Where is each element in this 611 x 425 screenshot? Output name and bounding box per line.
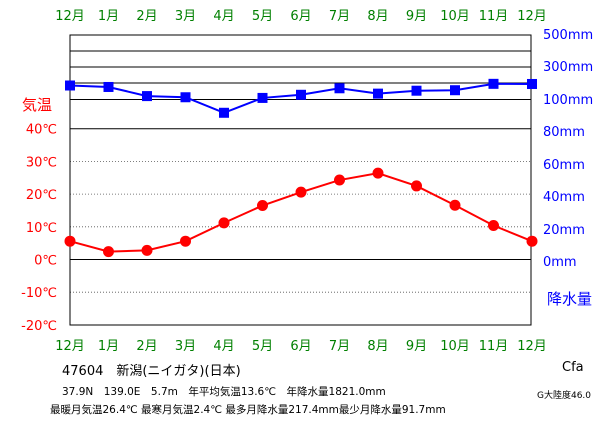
precipitation-tick-label: 60mm	[543, 158, 585, 173]
month-label-top: 11月	[479, 9, 509, 24]
temperature-point	[180, 235, 191, 247]
chart-labels: 12月 12月 1月 1月 2月 2月 3月 3月 4月 4月 5月 5月 6月 6月 7月 7月 8月 8月 9月…	[21, 9, 593, 354]
precipitation-point	[488, 78, 499, 89]
precipitation-tick-label: 20mm	[543, 223, 585, 238]
precipitation-point	[411, 85, 422, 96]
month-label-top: 8月	[367, 9, 388, 24]
month-label-bottom: 3月	[175, 339, 196, 354]
precipitation-point	[180, 92, 191, 103]
precipitation-point	[373, 88, 383, 99]
chart-grid	[70, 34, 531, 326]
month-label-bottom: 12月	[517, 339, 547, 354]
precipitation-point	[527, 78, 537, 89]
month-label-bottom: 4月	[213, 339, 234, 354]
temperature-point	[257, 200, 268, 212]
precipitation-point	[257, 92, 268, 103]
precipitation-axis-title: 降水量	[547, 290, 592, 308]
precipitation-point	[103, 81, 114, 92]
precipitation-tick-label: 40mm	[543, 190, 585, 205]
temperature-point	[449, 199, 461, 211]
month-label-top: 10月	[440, 9, 470, 24]
chart-series	[64, 78, 538, 258]
precipitation-point	[334, 83, 345, 94]
precipitation-point	[450, 85, 460, 96]
month-label-top: 6月	[290, 9, 311, 24]
precipitation-point	[219, 107, 229, 118]
temperature-tick-label: -10℃	[21, 286, 57, 301]
month-label-bottom: 11月	[479, 339, 509, 354]
month-label-bottom: 10月	[440, 339, 470, 354]
month-label-bottom: 12月	[55, 339, 85, 354]
month-label-top: 3月	[175, 9, 196, 24]
temperature-tick-label: 0℃	[34, 254, 57, 269]
month-label-top: 12月	[517, 9, 547, 24]
month-label-top: 12月	[55, 9, 85, 24]
temperature-point	[103, 246, 114, 258]
precipitation-point	[296, 89, 306, 100]
station-name: 47604 新潟(ニイガタ)(日本)	[62, 364, 241, 379]
month-label-top: 7月	[329, 9, 350, 24]
temperature-tick-label: 10℃	[26, 221, 57, 236]
precipitation-point	[142, 91, 152, 102]
precipitation-tick-label: 300mm	[543, 60, 593, 75]
temperature-point	[218, 217, 230, 229]
climate-chart: 12月 12月 1月 1月 2月 2月 3月 3月 4月 4月 5月 5月 6月 6月 7月 7月 8月 8月 9月…	[21, 9, 593, 354]
precipitation-tick-label: 500mm	[543, 28, 593, 43]
continentality-label: G大陸度46.0	[537, 391, 592, 401]
precipitation-tick-label: 100mm	[543, 93, 593, 108]
temperature-point	[372, 167, 384, 179]
month-label-bottom: 5月	[252, 339, 273, 354]
climate-class-label: Cfa	[562, 360, 584, 375]
temperature-point	[141, 244, 153, 256]
month-label-bottom: 7月	[329, 339, 350, 354]
precipitation-tick-label: 0mm	[543, 255, 577, 270]
station-stats-1: 37.9N 139.0E 5.7m 年平均気温13.6℃ 年降水量1821.0m…	[62, 386, 386, 398]
month-label-bottom: 9月	[406, 339, 427, 354]
month-label-top: 9月	[406, 9, 427, 24]
month-label-bottom: 8月	[367, 339, 388, 354]
plot-frame	[69, 34, 532, 326]
month-label-bottom: 6月	[290, 339, 311, 354]
temperature-tick-label: 30℃	[26, 155, 57, 170]
temperature-point	[334, 174, 345, 186]
temperature-tick-label: 40℃	[26, 123, 57, 138]
month-label-top: 5月	[252, 9, 273, 24]
month-label-bottom: 1月	[98, 339, 119, 354]
month-label-top: 2月	[136, 9, 157, 24]
chart-axes	[69, 34, 532, 326]
month-label-top: 1月	[98, 9, 119, 24]
temperature-point	[295, 186, 307, 198]
month-label-top: 4月	[213, 9, 234, 24]
month-label-bottom: 2月	[136, 339, 157, 354]
temperature-line	[69, 172, 533, 253]
precipitation-tick-label: 80mm	[543, 125, 585, 140]
temperature-tick-label: -20℃	[21, 319, 57, 334]
temperature-axis-title: 気温	[22, 96, 52, 114]
temperature-point	[411, 180, 422, 192]
temperature-point	[526, 235, 538, 247]
precipitation-point	[65, 80, 75, 91]
station-stats-2: 最暖月気温26.4℃ 最寒月気温2.4℃ 最多月降水量217.4mm最少月降水量…	[50, 404, 446, 416]
temperature-point	[488, 219, 499, 231]
temperature-tick-label: 20℃	[26, 188, 57, 203]
temperature-point	[64, 235, 76, 247]
